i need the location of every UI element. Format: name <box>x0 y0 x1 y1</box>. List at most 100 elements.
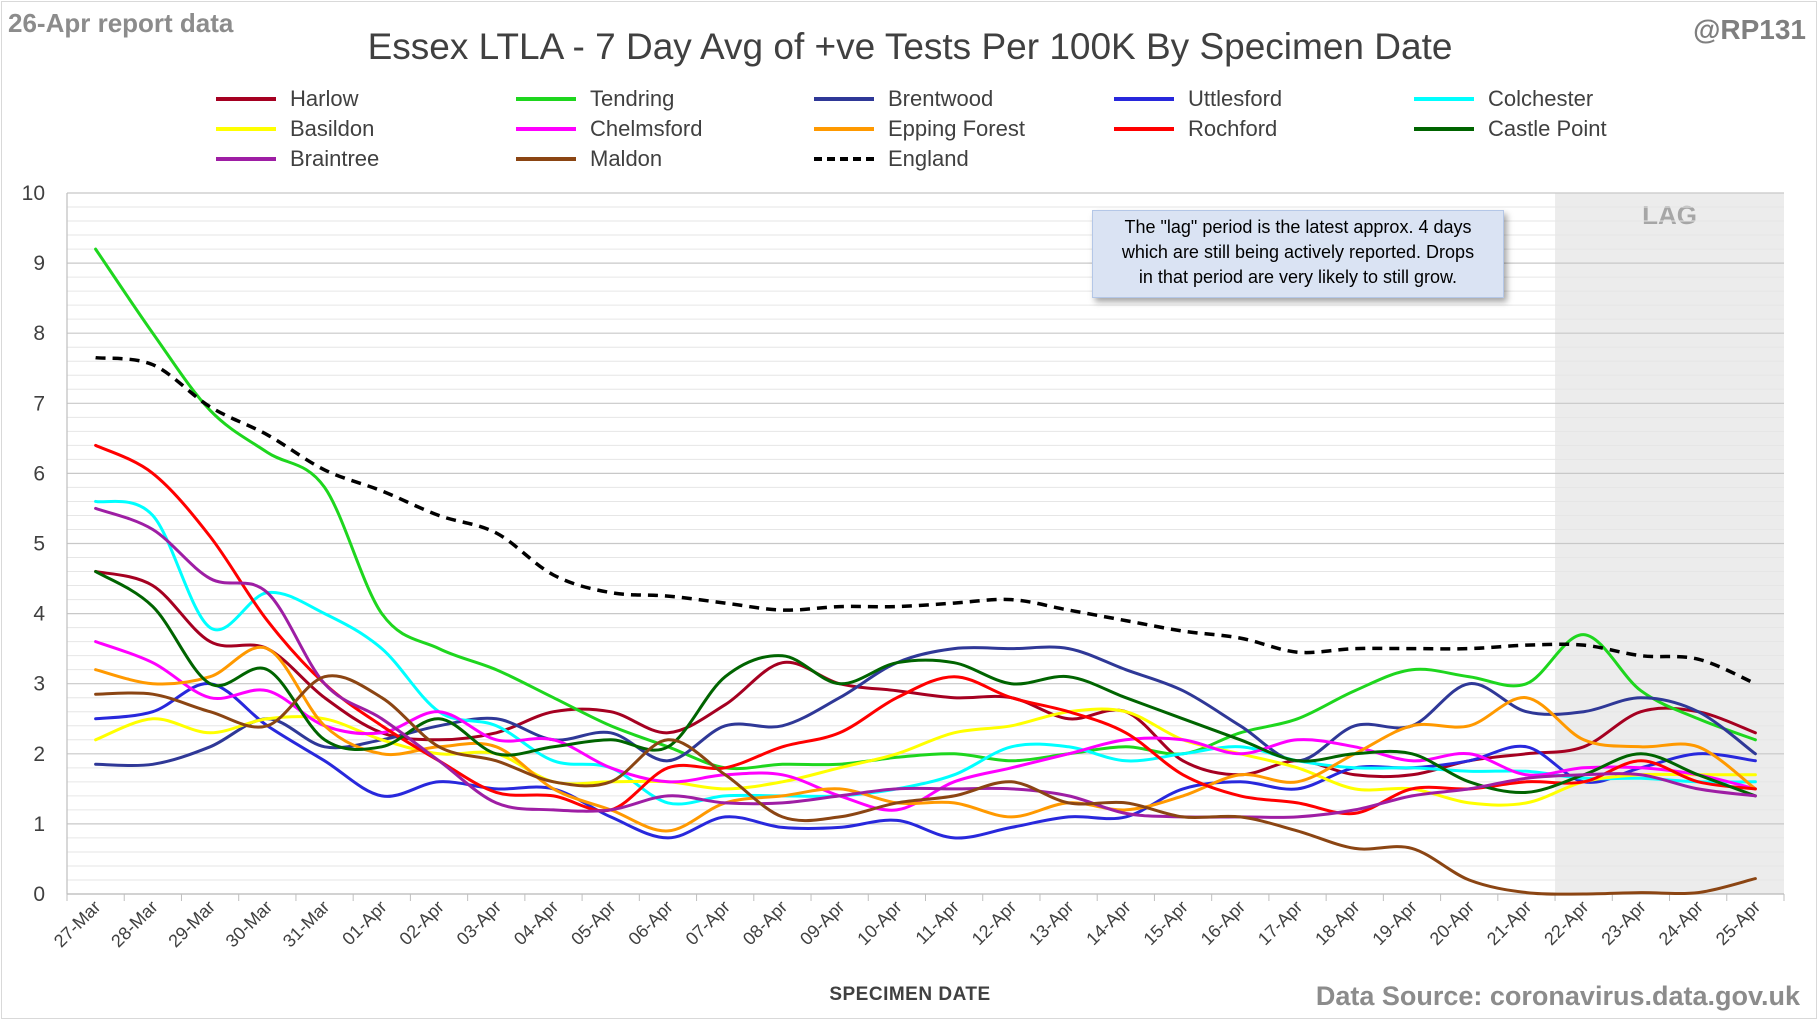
legend-label: Brentwood <box>888 86 994 111</box>
x-tick-label: 27-Mar <box>50 897 104 951</box>
chart-title: Essex LTLA - 7 Day Avg of +ve Tests Per … <box>367 26 1453 67</box>
series-line-epping-forest <box>94 645 1757 833</box>
x-tick-label: 25-Apr <box>1712 897 1764 949</box>
x-tick-label: 10-Apr <box>853 897 905 949</box>
x-tick-label: 06-Apr <box>624 897 676 949</box>
series-line-england <box>95 355 1757 686</box>
series-line-chelmsford <box>94 640 1757 812</box>
x-tick-label: 19-Apr <box>1368 897 1420 949</box>
x-tick-label: 22-Apr <box>1540 897 1592 949</box>
legend-swatch <box>814 127 874 131</box>
legend-swatch <box>516 157 576 161</box>
x-tick-label: 24-Apr <box>1655 897 1707 949</box>
legend-swatch <box>516 97 576 101</box>
legend-swatch <box>814 97 874 101</box>
lag-label: LAG <box>1642 200 1697 230</box>
legend-label: Chelmsford <box>590 116 703 141</box>
legend-item-rochford: Rochford <box>1114 114 1277 144</box>
annotation-line-3: in that period are very likely to still … <box>1138 267 1458 287</box>
series-line-uttlesford <box>94 682 1757 840</box>
author-handle: @RP131 <box>1693 14 1806 45</box>
series-line-rochford <box>94 443 1757 816</box>
legend-label: Castle Point <box>1488 116 1607 141</box>
legend-label: Tendring <box>590 86 675 111</box>
y-tick-label: 8 <box>33 322 45 345</box>
legend-item-colchester: Colchester <box>1414 84 1593 114</box>
x-tick-label: 03-Apr <box>453 897 505 949</box>
legend-swatch <box>1114 127 1174 131</box>
x-tick-label: 29-Mar <box>164 897 218 951</box>
x-tick-label: 15-Apr <box>1140 897 1192 949</box>
y-tick-label: 3 <box>33 673 45 696</box>
x-tick-label: 17-Apr <box>1254 897 1306 949</box>
y-tick-label: 10 <box>22 182 45 205</box>
x-tick-label: 28-Mar <box>107 897 161 951</box>
x-tick-label: 21-Apr <box>1483 897 1535 949</box>
series-line-castle-point <box>94 570 1757 798</box>
annotation-line-2: which are still being actively reported.… <box>1121 242 1475 262</box>
legend-item-maldon: Maldon <box>516 144 662 174</box>
legend-item-uttlesford: Uttlesford <box>1114 84 1282 114</box>
x-tick-label: 18-Apr <box>1311 897 1363 949</box>
legend-label: Braintree <box>290 146 380 171</box>
series-line-brentwood <box>94 645 1757 768</box>
x-tick-label: 14-Apr <box>1082 897 1134 949</box>
legend-item-basildon: Basildon <box>216 114 374 144</box>
legend: Harlow Tendring Brentwood Uttlesford Colches… <box>216 84 1616 180</box>
legend-swatch <box>1114 97 1174 101</box>
legend-swatch <box>216 127 276 131</box>
legend-item-tendring: Tendring <box>516 84 674 114</box>
legend-label: Rochford <box>1188 116 1278 141</box>
x-tick-label: 02-Apr <box>395 897 447 949</box>
legend-label: Harlow <box>290 86 359 111</box>
annotation-line-1: The "lag" period is the latest approx. 4… <box>1124 217 1472 237</box>
legend-swatch <box>516 127 576 131</box>
legend-swatch <box>216 97 276 101</box>
x-tick-label: 23-Apr <box>1597 897 1649 949</box>
y-tick-label: 0 <box>33 883 45 906</box>
x-tick-label: 09-Apr <box>796 897 848 949</box>
legend-item-chelmsford: Chelmsford <box>516 114 702 144</box>
y-tick-label: 7 <box>33 392 45 415</box>
legend-label: Colchester <box>1488 86 1594 111</box>
x-tick-label: 11-Apr <box>912 897 963 948</box>
x-tick-label: 20-Apr <box>1426 897 1478 949</box>
y-tick-label: 4 <box>33 603 45 626</box>
legend-swatch <box>1414 97 1474 101</box>
legend-item-harlow: Harlow <box>216 84 358 114</box>
x-tick-label: 01-Apr <box>338 897 390 949</box>
x-tick-label: 08-Apr <box>739 897 791 949</box>
legend-swatch <box>216 157 276 161</box>
y-tick-label: 2 <box>33 743 45 766</box>
legend-swatch <box>1414 127 1474 131</box>
x-tick-label: 12-Apr <box>968 897 1020 949</box>
x-tick-label: 16-Apr <box>1197 897 1249 949</box>
legend-item-braintree: Braintree <box>216 144 379 174</box>
series-line-braintree <box>94 506 1757 819</box>
legend-label: Basildon <box>290 116 375 141</box>
y-tick-label: 1 <box>33 813 45 836</box>
x-axis-label: SPECIMEN DATE <box>829 984 991 1005</box>
y-tick-label: 9 <box>33 252 45 275</box>
legend-swatch <box>814 157 874 161</box>
legend-label: England <box>888 146 969 171</box>
legend-item-brentwood: Brentwood <box>814 84 993 114</box>
data-source: Data Source: coronavirus.data.gov.uk <box>1315 981 1800 1011</box>
report-date: 26-Apr report data <box>8 8 234 38</box>
series-line-tendring <box>94 247 1757 771</box>
lag-annotation-box: The "lag" period is the latest approx. 4… <box>1092 210 1504 298</box>
legend-label: Epping Forest <box>888 116 1025 141</box>
x-tick-label: 07-Apr <box>682 897 734 949</box>
legend-item-castle-point: Castle Point <box>1414 114 1607 144</box>
series-lines <box>94 247 1757 896</box>
legend-label: Uttlesford <box>1188 86 1283 111</box>
series-line-maldon <box>94 674 1757 896</box>
y-tick-label: 5 <box>33 533 45 556</box>
legend-label: Maldon <box>590 146 663 171</box>
legend-item-england: England <box>814 144 969 174</box>
x-tick-label: 04-Apr <box>510 897 562 949</box>
series-line-basildon <box>94 707 1757 807</box>
y-tick-label: 6 <box>33 462 45 485</box>
